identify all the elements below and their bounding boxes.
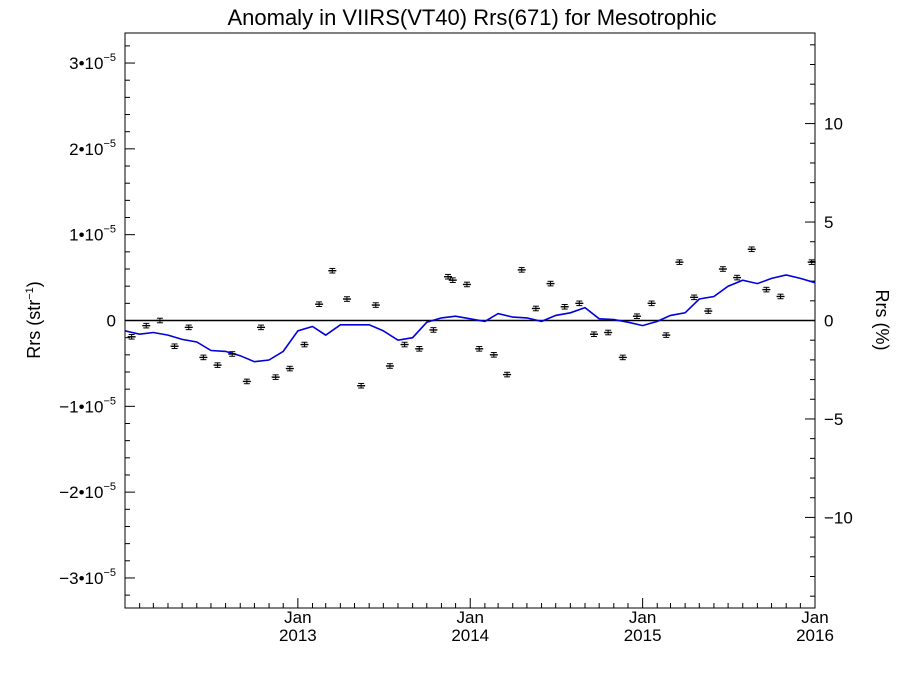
data-point — [371, 302, 380, 308]
data-point — [807, 259, 816, 265]
data-point — [604, 329, 613, 336]
data-point — [342, 296, 351, 302]
data-point — [662, 332, 671, 338]
left-tick-label: 1•10−5 — [69, 224, 116, 245]
data-point — [271, 374, 280, 380]
data-point — [429, 327, 438, 333]
data-point — [675, 259, 684, 265]
x-tick-year: 2014 — [451, 626, 489, 645]
data-point — [632, 313, 641, 319]
data-point — [517, 267, 526, 273]
data-point — [257, 324, 266, 331]
anomaly-line — [124, 274, 816, 363]
anomaly-line-series — [124, 274, 816, 363]
y-axis-label-left: Rrs (str−1) — [24, 281, 44, 359]
left-tick-label: 3•10−5 — [69, 52, 116, 73]
chart-title: Anomaly in VIIRS(VT40) Rrs(671) for Meso… — [227, 5, 716, 30]
data-point — [462, 281, 471, 288]
right-tick-label: 0 — [824, 312, 833, 331]
data-point — [142, 322, 151, 329]
data-point — [199, 354, 208, 361]
y-axis-label-right: Rrs (%) — [872, 290, 892, 351]
data-point — [385, 363, 394, 369]
data-point — [560, 303, 569, 310]
right-tick-label: 10 — [824, 115, 843, 134]
left-tick-label: 2•10−5 — [69, 138, 116, 159]
data-point — [213, 362, 222, 368]
data-point — [747, 246, 756, 253]
left-tick-label: −2•10−5 — [59, 481, 116, 502]
data-point — [704, 308, 713, 314]
data-point — [531, 305, 540, 312]
left-tick-label: −3•10−5 — [59, 567, 116, 588]
data-point — [489, 352, 498, 358]
right-axis: 10 5 0 −5 −10 — [805, 44, 853, 597]
data-point — [475, 346, 484, 352]
data-point — [690, 294, 699, 301]
data-point — [618, 354, 627, 361]
data-point — [357, 382, 366, 389]
data-point — [242, 378, 251, 385]
data-point — [718, 266, 727, 272]
data-point — [184, 324, 193, 331]
data-point — [328, 267, 337, 274]
x-tick-year: 2015 — [624, 626, 662, 645]
data-point — [415, 346, 424, 352]
left-tick-label: 0 — [107, 312, 116, 331]
left-tick-label: −1•10−5 — [59, 395, 116, 416]
x-tick-year: 2016 — [796, 626, 834, 645]
data-point — [546, 280, 555, 287]
data-point — [647, 300, 656, 307]
x-tick-month: Jan — [629, 608, 656, 627]
data-point — [444, 273, 453, 280]
x-tick-year: 2013 — [279, 626, 317, 645]
right-tick-label: 5 — [824, 213, 833, 232]
data-point — [155, 317, 164, 324]
data-point — [575, 300, 584, 307]
x-tick-month: Jan — [457, 608, 484, 627]
data-point — [300, 341, 309, 348]
data-point — [400, 341, 409, 348]
data-point — [589, 331, 598, 338]
data-point — [448, 277, 457, 283]
x-tick-month: Jan — [801, 608, 828, 627]
data-point — [762, 286, 771, 293]
right-tick-label: −5 — [824, 410, 843, 429]
data-point — [170, 343, 179, 350]
data-point — [285, 365, 294, 372]
plot-area — [124, 32, 816, 609]
data-point — [127, 334, 136, 340]
left-axis: 3•10−5 2•10−5 1•10−5 0 −1•10−5 −2•10−5 −3•10−5 — [59, 45, 135, 596]
data-point — [503, 371, 512, 378]
right-tick-label: −10 — [824, 508, 853, 527]
data-point — [228, 351, 237, 357]
data-point — [733, 274, 742, 281]
anomaly-point-series — [127, 246, 816, 389]
data-point — [315, 301, 324, 307]
data-point — [776, 293, 785, 300]
x-tick-month: Jan — [284, 608, 311, 627]
